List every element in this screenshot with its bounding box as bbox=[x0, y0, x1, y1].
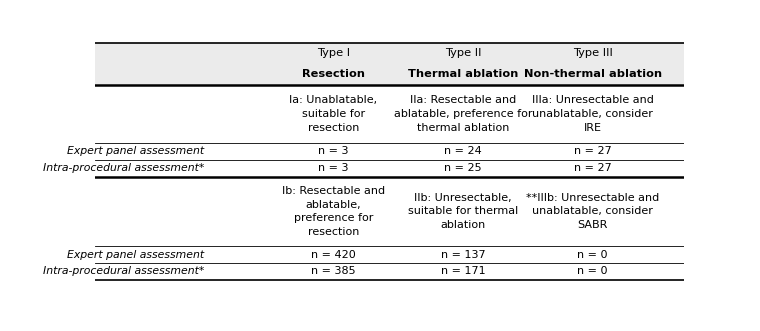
Text: **IIIb: Unresectable and
unablatable, consider
SABR: **IIIb: Unresectable and unablatable, co… bbox=[526, 193, 660, 230]
Text: Expert panel assessment: Expert panel assessment bbox=[67, 250, 204, 260]
Text: Thermal ablation: Thermal ablation bbox=[408, 70, 518, 79]
Text: Expert panel assessment: Expert panel assessment bbox=[67, 146, 204, 156]
Text: n = 24: n = 24 bbox=[445, 146, 482, 156]
Text: Resection: Resection bbox=[302, 70, 365, 79]
Text: Non-thermal ablation: Non-thermal ablation bbox=[524, 70, 662, 79]
Bar bbox=[95, 43, 684, 85]
Text: Ib: Resectable and
ablatable,
preference for
resection: Ib: Resectable and ablatable, preference… bbox=[282, 186, 385, 237]
Text: n = 27: n = 27 bbox=[574, 163, 612, 173]
Text: Type II: Type II bbox=[445, 48, 481, 58]
Text: Ia: Unablatable,
suitable for
resection: Ia: Unablatable, suitable for resection bbox=[290, 95, 378, 133]
Text: n = 171: n = 171 bbox=[441, 266, 486, 276]
Text: n = 420: n = 420 bbox=[311, 250, 356, 260]
Text: Type I: Type I bbox=[317, 48, 350, 58]
Text: Intra-procedural assessment*: Intra-procedural assessment* bbox=[43, 163, 204, 173]
Text: n = 0: n = 0 bbox=[578, 250, 608, 260]
Text: n = 27: n = 27 bbox=[574, 146, 612, 156]
Text: IIIa: Unresectable and
unablatable, consider
IRE: IIIa: Unresectable and unablatable, cons… bbox=[532, 95, 654, 133]
Text: Type III: Type III bbox=[573, 48, 613, 58]
Text: n = 3: n = 3 bbox=[318, 146, 349, 156]
Text: n = 25: n = 25 bbox=[445, 163, 482, 173]
Text: IIb: Unresectable,
suitable for thermal
ablation: IIb: Unresectable, suitable for thermal … bbox=[408, 193, 518, 230]
Text: IIa: Resectable and
ablatable, preference for
thermal ablation: IIa: Resectable and ablatable, preferenc… bbox=[394, 95, 532, 133]
Text: n = 385: n = 385 bbox=[312, 266, 356, 276]
Text: n = 0: n = 0 bbox=[578, 266, 608, 276]
Text: n = 137: n = 137 bbox=[441, 250, 486, 260]
Text: n = 3: n = 3 bbox=[318, 163, 349, 173]
Text: Intra-procedural assessment*: Intra-procedural assessment* bbox=[43, 266, 204, 276]
